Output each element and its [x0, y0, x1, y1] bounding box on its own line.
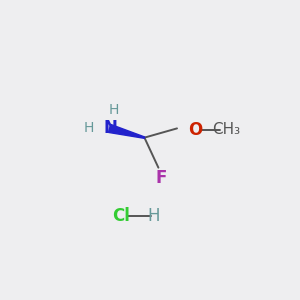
Text: F: F [155, 169, 166, 187]
Text: Cl: Cl [112, 207, 130, 225]
Text: O: O [188, 121, 203, 139]
Text: CH₃: CH₃ [212, 122, 240, 137]
Text: H: H [148, 207, 160, 225]
Polygon shape [109, 124, 145, 138]
Text: N: N [103, 119, 117, 137]
Text: H: H [83, 122, 94, 135]
Text: H: H [109, 103, 119, 117]
